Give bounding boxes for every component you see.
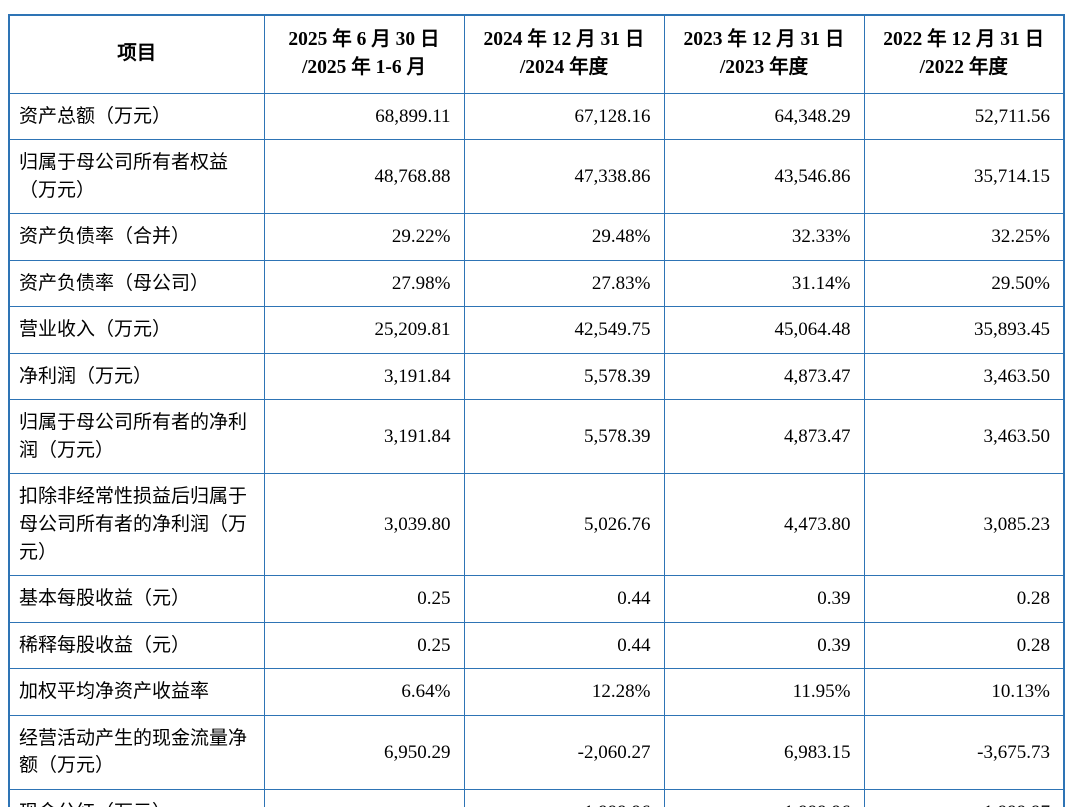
- row-value: 0.44: [463, 621, 665, 670]
- row-value: 5,578.39: [463, 352, 665, 401]
- row-item-label: 资产负债率（合并）: [8, 213, 265, 261]
- row-value: 29.48%: [463, 213, 665, 261]
- row-value: 47,338.86: [463, 139, 665, 215]
- row-value: 1,999.96: [463, 788, 665, 807]
- row-value: 45,064.48: [663, 306, 865, 354]
- row-value: 35,714.15: [863, 139, 1065, 215]
- row-value: 0.28: [863, 621, 1065, 670]
- row-value: 29.22%: [263, 213, 465, 261]
- table-row: 稀释每股收益（元） 0.25 0.44 0.39 0.28: [8, 621, 1065, 670]
- header-period-2022: 2022 年 12 月 31 日 /2022 年度: [863, 14, 1065, 94]
- row-value: 27.98%: [263, 259, 465, 308]
- header-line2: /2025 年 1-6 月: [301, 57, 427, 79]
- row-value: 27.83%: [463, 259, 665, 308]
- header-line2: /2022 年度: [919, 57, 1008, 79]
- header-line2: /2024 年度: [519, 57, 609, 79]
- row-item-label: 基本每股收益（元）: [8, 575, 265, 623]
- row-item-label: 资产负债率（母公司）: [8, 259, 265, 308]
- row-value: 5,026.76: [463, 473, 665, 577]
- row-value: 3,085.23: [863, 473, 1065, 577]
- row-value: 4,473.80: [663, 473, 865, 577]
- header-period-2024: 2024 年 12 月 31 日 /2024 年度: [463, 14, 665, 94]
- row-item-label: 资产总额（万元）: [8, 92, 265, 141]
- row-value: 10.13%: [863, 668, 1065, 716]
- row-value: 42,549.75: [463, 306, 665, 354]
- row-item-label: 经营活动产生的现金流量净额（万元）: [8, 714, 265, 790]
- table-row: 净利润（万元） 3,191.84 5,578.39 4,873.47 3,463.50: [8, 352, 1065, 401]
- row-value: 3,191.84: [263, 352, 465, 401]
- row-value: 35,893.45: [863, 306, 1065, 354]
- row-value: -3,675.73: [863, 714, 1065, 790]
- table-row: 归属于母公司所有者权益（万元） 48,768.88 47,338.86 43,546.…: [8, 139, 1065, 215]
- row-value: 3,039.80: [263, 473, 465, 577]
- header-line1: 2023 年 12 月 31 日: [683, 29, 845, 50]
- header-item-column: 项目: [8, 14, 265, 94]
- table-row: 加权平均净资产收益率 6.64% 12.28% 11.95% 10.13%: [8, 668, 1065, 716]
- row-value: 0.25: [263, 575, 465, 623]
- row-value: 3,463.50: [863, 352, 1065, 401]
- table-row: 资产负债率（母公司） 27.98% 27.83% 31.14% 29.50%: [8, 259, 1065, 308]
- row-value: 3,463.50: [863, 399, 1065, 475]
- row-item-label: 归属于母公司所有者权益（万元）: [8, 139, 265, 215]
- row-value: 32.33%: [663, 213, 865, 261]
- header-row: 项目 2025 年 6 月 30 日 /2025 年 1-6 月 2024 年 …: [8, 14, 1065, 94]
- table-row: 扣除非经常性损益后归属于母公司所有者的净利润（万元） 3,039.80 5,026.…: [8, 473, 1065, 577]
- row-value: 29.50%: [863, 259, 1065, 308]
- row-value: 0.25: [263, 621, 465, 670]
- table-row: 归属于母公司所有者的净利润（万元） 3,191.84 5,578.39 4,873.4…: [8, 399, 1065, 475]
- row-value: 0.39: [663, 621, 865, 670]
- row-value: 0.28: [863, 575, 1065, 623]
- header-line1: 2022 年 12 月 31 日: [883, 29, 1045, 50]
- row-item-label: 加权平均净资产收益率: [8, 668, 265, 716]
- header-line1: 2024 年 12 月 31 日: [483, 29, 645, 50]
- row-value: 6,950.29: [263, 714, 465, 790]
- financial-summary-table: 项目 2025 年 6 月 30 日 /2025 年 1-6 月 2024 年 …: [8, 14, 1065, 807]
- row-item-label: 扣除非经常性损益后归属于母公司所有者的净利润（万元）: [8, 473, 265, 577]
- row-item-label: 营业收入（万元）: [8, 306, 265, 354]
- row-item-label: 现金分红（万元）: [8, 788, 265, 807]
- row-value: 67,128.16: [463, 92, 665, 141]
- row-value: 4,873.47: [663, 399, 865, 475]
- row-value: 1,999.97: [863, 788, 1065, 807]
- row-value: 11.95%: [663, 668, 865, 716]
- row-value: 12.28%: [463, 668, 665, 716]
- row-value: 68,899.11: [263, 92, 465, 141]
- row-value: 6,983.15: [663, 714, 865, 790]
- row-value: -2,060.27: [463, 714, 665, 790]
- row-value: 43,546.86: [663, 139, 865, 215]
- row-value: 0.39: [663, 575, 865, 623]
- row-value: 3,191.84: [263, 399, 465, 475]
- row-value: 0.44: [463, 575, 665, 623]
- table-row: 经营活动产生的现金流量净额（万元） 6,950.29 -2,060.27 6,983.…: [8, 714, 1065, 790]
- header-line2: /2023 年度: [719, 57, 809, 79]
- row-value: 52,711.56: [863, 92, 1065, 141]
- row-value: 25,209.81: [263, 306, 465, 354]
- row-value: 6.64%: [263, 668, 465, 716]
- row-value: 5,578.39: [463, 399, 665, 475]
- header-period-2023: 2023 年 12 月 31 日 /2023 年度: [663, 14, 865, 94]
- row-item-label: 归属于母公司所有者的净利润（万元）: [8, 399, 265, 475]
- header-period-2025: 2025 年 6 月 30 日 /2025 年 1-6 月: [263, 14, 465, 94]
- row-value: 64,348.29: [663, 92, 865, 141]
- row-item-label: 稀释每股收益（元）: [8, 621, 265, 670]
- row-value: 48,768.88: [263, 139, 465, 215]
- row-value: 4,873.47: [663, 352, 865, 401]
- table-row: 营业收入（万元） 25,209.81 42,549.75 45,064.48 35,89…: [8, 306, 1065, 354]
- table-row: 资产总额（万元） 68,899.11 67,128.16 64,348.29 52,71…: [8, 92, 1065, 141]
- row-value: 31.14%: [663, 259, 865, 308]
- header-line1: 项目: [117, 43, 157, 65]
- header-line1: 2025 年 6 月 30 日: [288, 29, 440, 50]
- row-value: 1,999.96: [663, 788, 865, 807]
- row-item-label: 净利润（万元）: [8, 352, 265, 401]
- table-row: 现金分红（万元）-1,999.961,999.961,999.97: [8, 788, 1065, 807]
- table-row: 基本每股收益（元） 0.25 0.44 0.39 0.28: [8, 575, 1065, 623]
- table-row: 资产负债率（合并） 29.22% 29.48% 32.33% 32.25%: [8, 213, 1065, 261]
- row-value: -: [263, 788, 465, 807]
- row-value: 32.25%: [863, 213, 1065, 261]
